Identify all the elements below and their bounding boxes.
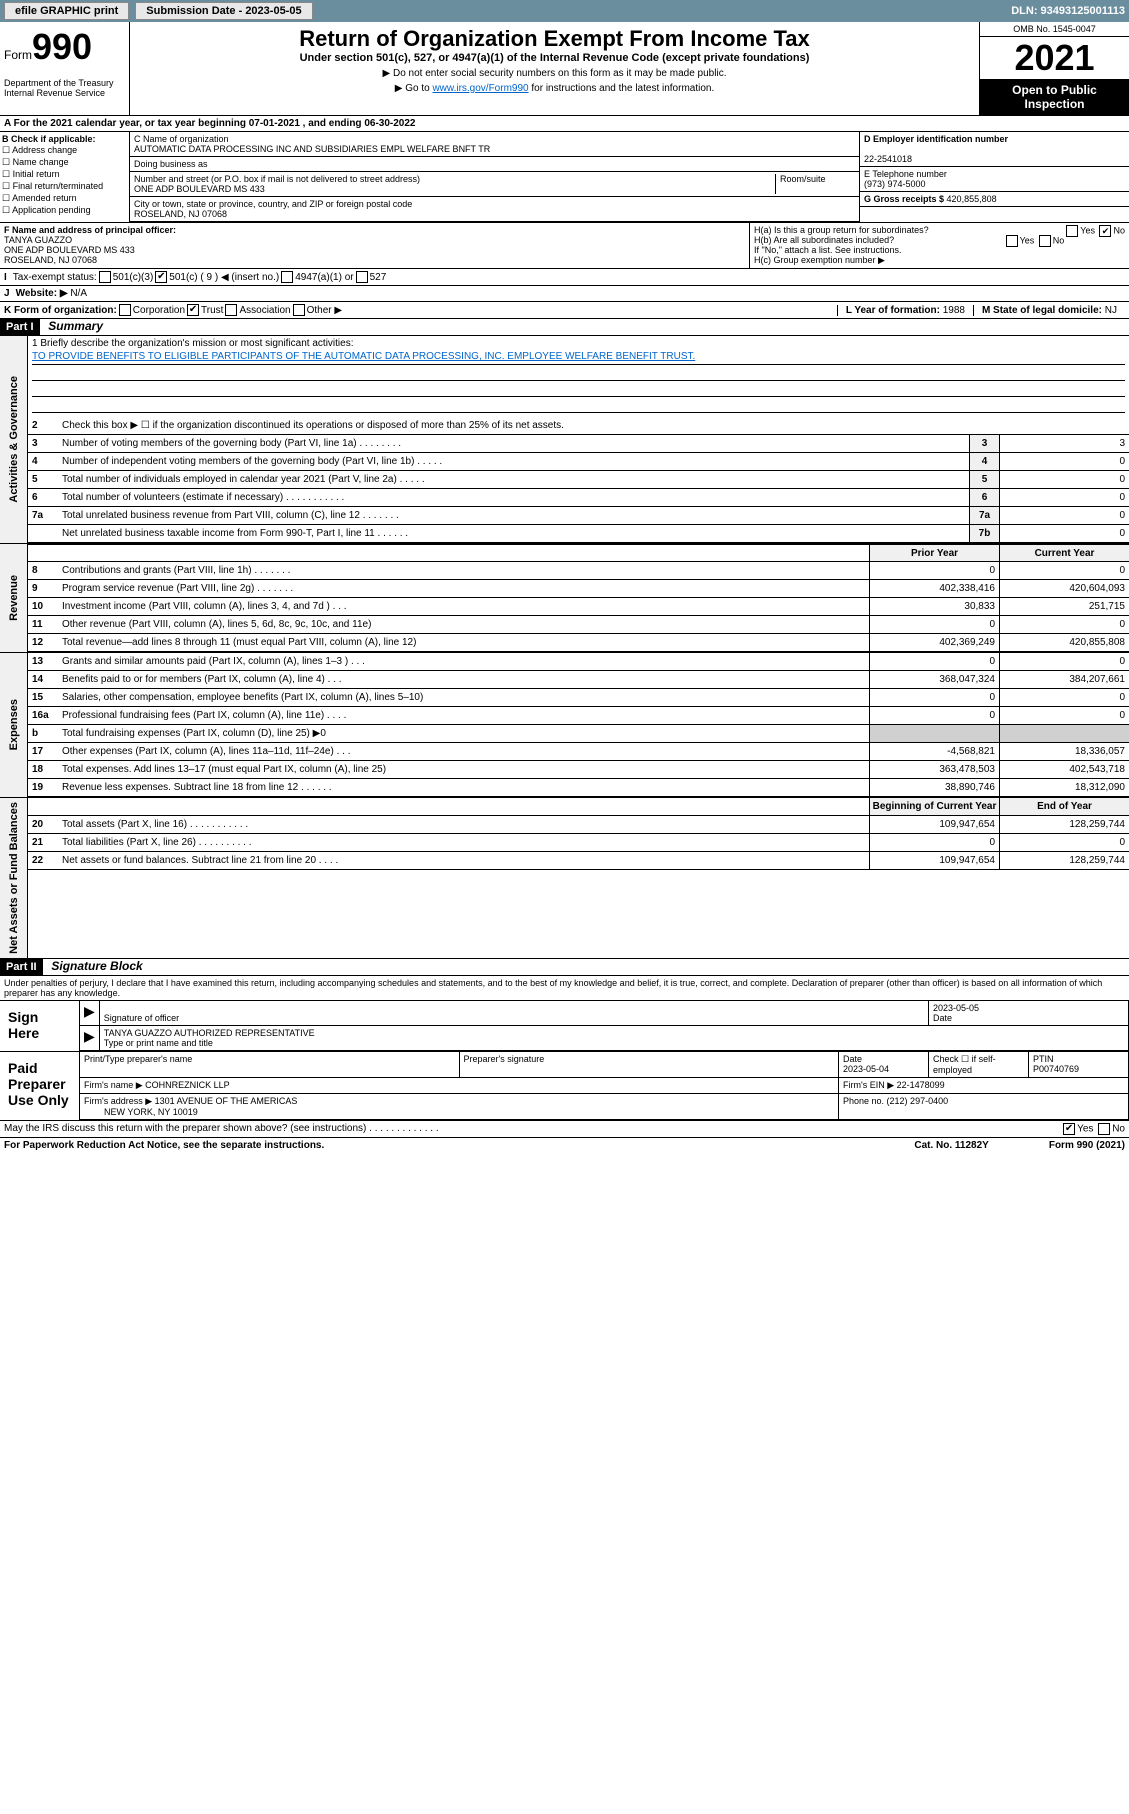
sections-bcd: B Check if applicable: ☐ Address change …	[0, 132, 1129, 223]
prep-date: 2023-05-04	[843, 1064, 889, 1074]
form-label: Form	[4, 48, 32, 62]
firm-name: COHNREZNICK LLP	[145, 1080, 230, 1090]
line-17: 17Other expenses (Part IX, column (A), l…	[28, 743, 1129, 761]
gross-receipts: 420,855,808	[947, 194, 997, 204]
line-12: 12Total revenue—add lines 8 through 11 (…	[28, 634, 1129, 652]
governance-section: Activities & Governance 1 Briefly descri…	[0, 336, 1129, 544]
cb-501c[interactable]: ✔	[155, 271, 167, 283]
form-title: Return of Organization Exempt From Incom…	[134, 26, 975, 52]
line-16a: 16aProfessional fundraising fees (Part I…	[28, 707, 1129, 725]
line-18: 18Total expenses. Add lines 13–17 (must …	[28, 761, 1129, 779]
firm-phone: (212) 297-0400	[887, 1096, 949, 1106]
org-city: ROSELAND, NJ 07068	[134, 209, 227, 219]
dln: DLN: 93493125001113	[1011, 5, 1125, 17]
line-8: 8Contributions and grants (Part VIII, li…	[28, 562, 1129, 580]
form-header: Form990 Department of the Treasury Inter…	[0, 22, 1129, 116]
paid-preparer-block: Paid Preparer Use Only Print/Type prepar…	[0, 1052, 1129, 1121]
ein: 22-2541018	[864, 154, 912, 164]
line-14: 14Benefits paid to or for members (Part …	[28, 671, 1129, 689]
line-3: 3Number of voting members of the governi…	[28, 435, 1129, 453]
note-ssn: ▶ Do not enter social security numbers o…	[134, 68, 975, 79]
line-21: 21Total liabilities (Part X, line 26) . …	[28, 834, 1129, 852]
org-address: ONE ADP BOULEVARD MS 433	[134, 184, 265, 194]
line-5: 5Total number of individuals employed in…	[28, 471, 1129, 489]
section-klm: K Form of organization: Corporation ✔Tru…	[0, 302, 1129, 319]
declaration: Under penalties of perjury, I declare th…	[0, 976, 1129, 1001]
cb-sub-yes[interactable]	[1006, 235, 1018, 247]
department: Department of the Treasury Internal Reve…	[4, 78, 125, 98]
section-i: ITax-exempt status: 501(c)(3) ✔501(c) ( …	[0, 269, 1129, 286]
line-11: 11Other revenue (Part VIII, column (A), …	[28, 616, 1129, 634]
cb-other[interactable]	[293, 304, 305, 316]
tax-year: 2021	[980, 37, 1129, 79]
part1-header: Part I	[0, 319, 40, 335]
officer-name: TANYA GUAZZO	[4, 235, 72, 245]
org-name: AUTOMATIC DATA PROCESSING INC AND SUBSID…	[134, 144, 490, 154]
state-domicile: NJ	[1105, 305, 1117, 316]
efile-button[interactable]: efile GRAPHIC print	[4, 2, 129, 20]
firm-ein: 22-1478099	[897, 1080, 945, 1090]
net-assets-section: Net Assets or Fund Balances Beginning of…	[0, 798, 1129, 959]
page-footer: For Paperwork Reduction Act Notice, see …	[0, 1138, 1129, 1153]
cb-discuss-no[interactable]	[1098, 1123, 1110, 1135]
line-6: 6Total number of volunteers (estimate if…	[28, 489, 1129, 507]
officer-printed-name: TANYA GUAZZO AUTHORIZED REPRESENTATIVE	[104, 1028, 315, 1038]
firm-address: 1301 AVENUE OF THE AMERICAS	[155, 1096, 298, 1106]
cb-assoc[interactable]	[225, 304, 237, 316]
part1-title: Summary	[42, 317, 109, 336]
website: N/A	[70, 288, 87, 299]
revenue-section: Revenue Prior YearCurrent Year 8Contribu…	[0, 544, 1129, 653]
part2-title: Signature Block	[45, 957, 148, 976]
line-b: bTotal fundraising expenses (Part IX, co…	[28, 725, 1129, 743]
cb-application[interactable]: ☐ Application pending	[2, 205, 127, 216]
cb-527[interactable]	[356, 271, 368, 283]
part2-header: Part II	[0, 959, 43, 975]
expenses-section: Expenses 13Grants and similar amounts pa…	[0, 653, 1129, 798]
sections-fh: F Name and address of principal officer:…	[0, 223, 1129, 269]
inspection-notice: Open to Public Inspection	[980, 79, 1129, 115]
cb-4947[interactable]	[281, 271, 293, 283]
line-7b: Net unrelated business taxable income fr…	[28, 525, 1129, 543]
line-19: 19Revenue less expenses. Subtract line 1…	[28, 779, 1129, 797]
phone: (973) 974-5000	[864, 179, 926, 189]
cb-amended[interactable]: ☐ Amended return	[2, 193, 127, 204]
section-a: A For the 2021 calendar year, or tax yea…	[0, 116, 1129, 132]
section-b: B Check if applicable: ☐ Address change …	[0, 132, 130, 222]
line-13: 13Grants and similar amounts paid (Part …	[28, 653, 1129, 671]
cb-501c3[interactable]	[99, 271, 111, 283]
cb-address-change[interactable]: ☐ Address change	[2, 145, 127, 156]
mission-text: TO PROVIDE BENEFITS TO ELIGIBLE PARTICIP…	[32, 351, 1125, 365]
section-d: D Employer identification number22-25410…	[859, 132, 1129, 222]
discuss-row: May the IRS discuss this return with the…	[0, 1121, 1129, 1138]
line-10: 10Investment income (Part VIII, column (…	[28, 598, 1129, 616]
line-15: 15Salaries, other compensation, employee…	[28, 689, 1129, 707]
cb-final-return[interactable]: ☐ Final return/terminated	[2, 181, 127, 192]
sign-date: 2023-05-05	[933, 1003, 979, 1013]
form-subtitle: Under section 501(c), 527, or 4947(a)(1)…	[134, 52, 975, 64]
year-formation: 1988	[943, 305, 965, 316]
topbar: efile GRAPHIC print Submission Date - 20…	[0, 0, 1129, 22]
line-20: 20Total assets (Part X, line 16) . . . .…	[28, 816, 1129, 834]
ptin: P00740769	[1033, 1064, 1079, 1074]
omb-number: OMB No. 1545-0047	[980, 22, 1129, 37]
section-c: C Name of organizationAUTOMATIC DATA PRO…	[130, 132, 859, 222]
cb-name-change[interactable]: ☐ Name change	[2, 157, 127, 168]
line-7a: 7aTotal unrelated business revenue from …	[28, 507, 1129, 525]
cb-initial-return[interactable]: ☐ Initial return	[2, 169, 127, 180]
sign-here-block: Sign Here ▶Signature of officer2023-05-0…	[0, 1001, 1129, 1052]
section-j: JWebsite: ▶ N/A	[0, 286, 1129, 302]
cb-discuss-yes[interactable]: ✔	[1063, 1123, 1075, 1135]
line-4: 4Number of independent voting members of…	[28, 453, 1129, 471]
cb-corp[interactable]	[119, 304, 131, 316]
line-9: 9Program service revenue (Part VIII, lin…	[28, 580, 1129, 598]
cb-sub-no[interactable]	[1039, 235, 1051, 247]
cb-trust[interactable]: ✔	[187, 304, 199, 316]
line-22: 22Net assets or fund balances. Subtract …	[28, 852, 1129, 870]
cb-group-no[interactable]: ✔	[1099, 225, 1111, 237]
submission-date: Submission Date - 2023-05-05	[135, 2, 312, 20]
cb-group-yes[interactable]	[1066, 225, 1078, 237]
form-number: 990	[32, 26, 92, 67]
irs-link[interactable]: www.irs.gov/Form990	[432, 83, 528, 94]
